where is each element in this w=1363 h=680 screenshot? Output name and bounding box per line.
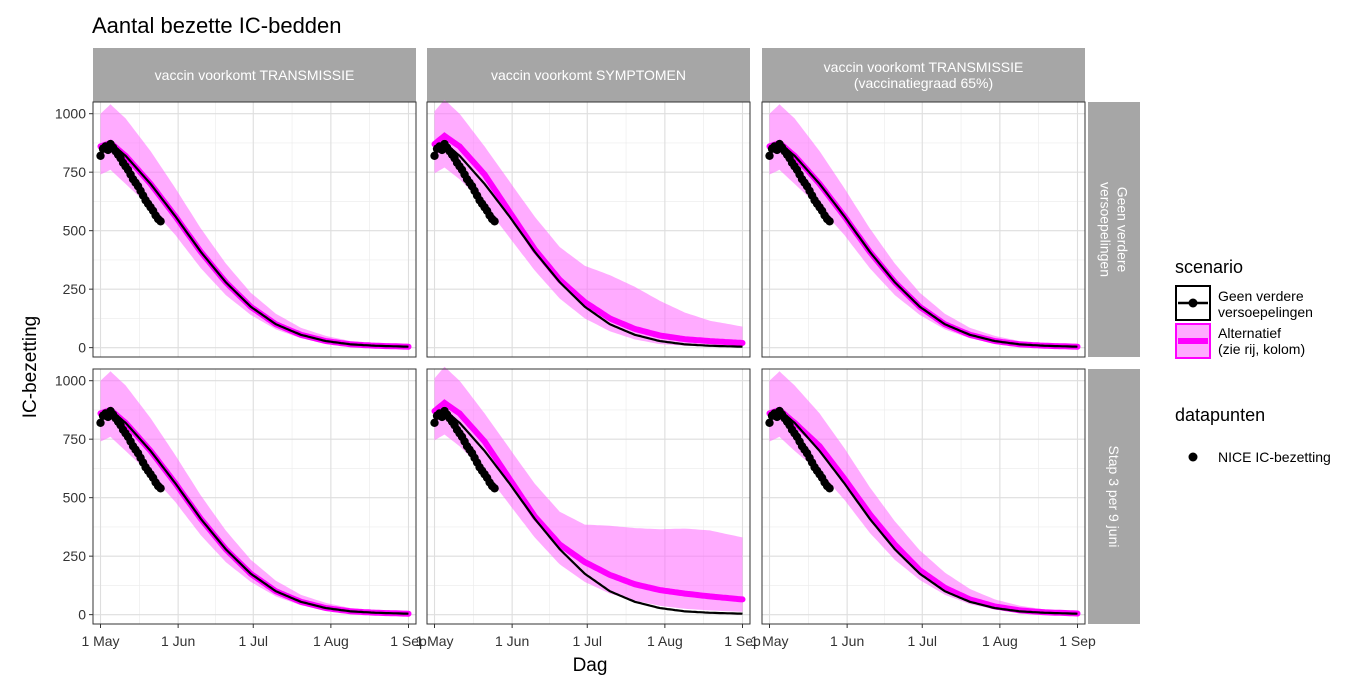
legend-points-title: datapunten — [1175, 405, 1265, 425]
panel-border-r2-c3 — [761, 368, 1086, 625]
x-tick-label: 1 May — [415, 633, 453, 649]
nice-point — [765, 151, 774, 161]
chart-title: Aantal bezette IC-bedden — [92, 13, 342, 38]
x-tick-label: 1 Jun — [830, 633, 864, 649]
column-strip-label-3: vaccin voorkomt TRANSMISSIE (vaccinatiegr… — [824, 59, 1024, 91]
x-tick-label: 1 Sep — [724, 633, 761, 649]
column-strip-label-3-line: (vaccinatiegraad 65%) — [854, 75, 993, 91]
alternative-ribbon-r1-c2 — [434, 99, 743, 347]
panel-border-r2-c1 — [92, 368, 417, 625]
nice-point — [430, 151, 439, 161]
legend-key-baseline-point — [1188, 298, 1198, 308]
legend-label-points: NICE IC-bezetting — [1218, 449, 1331, 465]
alternative-ribbon-r1-c3 — [769, 104, 1078, 347]
baseline-line-r1-c1 — [100, 141, 409, 348]
legend-label-alternative: Alternatief (zie rij, kolom) — [1218, 325, 1305, 357]
row-strip-label-line: Geen verdere — [1115, 187, 1131, 273]
y-tick-label: 0 — [78, 340, 86, 356]
row-strip-label-line: Stap 3 per 9 juni — [1106, 446, 1122, 548]
nice-point — [825, 484, 834, 493]
alternative-ribbon-r2-c3 — [769, 371, 1078, 614]
nice-point — [156, 217, 165, 226]
panel-border-r1-c3 — [761, 101, 1086, 358]
baseline-line-r1-c2 — [434, 141, 743, 348]
column-strip-label-3-line: vaccin voorkomt TRANSMISSIE — [824, 59, 1024, 75]
x-tick-label: 1 Aug — [647, 633, 683, 649]
alternative-line-r2-c2 — [431, 399, 746, 603]
legend-label-alternative-line: (zie rij, kolom) — [1218, 341, 1305, 357]
x-axis-title: Dag — [573, 655, 608, 676]
y-tick-label: 500 — [63, 490, 87, 506]
y-tick-label: 750 — [63, 164, 87, 180]
alternative-ribbon-r2-c1 — [100, 371, 409, 614]
column-strip-label-1: vaccin voorkomt TRANSMISSIE — [155, 67, 355, 83]
row-strip-1 — [1088, 102, 1140, 357]
nice-point — [825, 217, 834, 226]
y-tick-label: 500 — [63, 223, 87, 239]
y-tick-label: 1000 — [55, 373, 86, 389]
y-tick-label: 0 — [78, 607, 86, 623]
legend-label-alternative-line: Alternatief — [1218, 325, 1281, 341]
row-strip-label-2: Stap 3 per 9 juni — [1106, 446, 1122, 548]
panel-border-r1-c1 — [92, 101, 417, 358]
y-tick-label: 750 — [63, 431, 87, 447]
alternative-line-r1-c2 — [431, 132, 746, 346]
legend: scenario Geen verdere versoepelingen Altern… — [1175, 257, 1331, 465]
x-tick-label: 1 May — [750, 633, 788, 649]
x-tick-label: 1 Jun — [161, 633, 195, 649]
row-strip-label-line: versoepelingen — [1098, 182, 1114, 277]
legend-label-baseline-line: Geen verdere — [1218, 288, 1304, 304]
y-tick-label: 1000 — [55, 106, 86, 122]
y-tick-label: 250 — [63, 548, 87, 564]
x-tick-label: 1 Sep — [390, 633, 427, 649]
nice-point — [96, 151, 105, 161]
row-strip-label-1: Geen verdereversoepelingen — [1098, 182, 1131, 277]
column-strip-2 — [427, 48, 750, 102]
y-tick-label: 250 — [63, 281, 87, 297]
nice-point — [156, 484, 165, 493]
column-strip-label-2: vaccin voorkomt SYMPTOMEN — [491, 67, 686, 83]
nice-point — [96, 418, 105, 428]
legend-scenario-title: scenario — [1175, 257, 1243, 277]
legend-key-points — [1188, 452, 1198, 462]
panel-border-r1-c2 — [426, 101, 751, 358]
baseline-line-r1-c3 — [769, 141, 1078, 348]
y-axis-title: IC-bezetting — [20, 316, 41, 418]
x-tick-label: 1 Jul — [907, 633, 937, 649]
nice-point — [490, 217, 499, 226]
plot-area: vaccin voorkomt TRANSMISSIE vaccin voorko… — [55, 48, 1140, 649]
row-strip-2 — [1088, 369, 1140, 624]
baseline-line-r2-c1 — [100, 408, 409, 615]
x-tick-label: 1 Sep — [1059, 633, 1096, 649]
column-strip-3 — [762, 48, 1085, 102]
column-strip-1 — [93, 48, 416, 102]
nice-point — [490, 484, 499, 493]
legend-label-baseline-line: versoepelingen — [1218, 304, 1313, 320]
baseline-line-r2-c3 — [769, 408, 1078, 615]
x-tick-label: 1 May — [81, 633, 119, 649]
x-tick-label: 1 Jul — [572, 633, 602, 649]
x-tick-label: 1 Aug — [982, 633, 1018, 649]
baseline-line-r2-c2 — [434, 408, 743, 615]
legend-label-baseline: Geen verdere versoepelingen — [1218, 288, 1313, 320]
alternative-ribbon-r1-c1 — [100, 104, 409, 347]
x-tick-label: 1 Aug — [313, 633, 349, 649]
nice-point — [765, 418, 774, 428]
x-tick-label: 1 Jun — [495, 633, 529, 649]
alternative-ribbon-r2-c2 — [434, 366, 743, 612]
panel-border-r2-c2 — [426, 368, 751, 625]
nice-point — [430, 418, 439, 428]
x-tick-label: 1 Jul — [238, 633, 268, 649]
